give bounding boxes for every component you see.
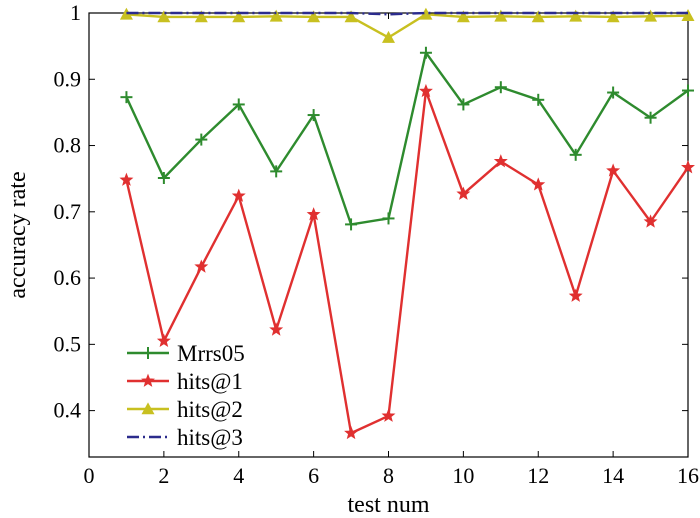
data-point bbox=[607, 86, 620, 99]
data-point bbox=[381, 30, 396, 43]
data-point bbox=[157, 172, 170, 185]
data-point bbox=[419, 46, 432, 59]
data-point bbox=[194, 259, 209, 273]
data-point bbox=[643, 214, 658, 228]
x-tick-label: 2 bbox=[158, 463, 169, 488]
legend-entry: hits@2 bbox=[127, 397, 243, 422]
data-point bbox=[681, 160, 695, 174]
legend-entry: hits@3 bbox=[127, 425, 243, 450]
series-layer bbox=[119, 7, 695, 440]
y-tick-label: 0.7 bbox=[54, 199, 82, 224]
data-point bbox=[493, 154, 508, 168]
series-line bbox=[126, 13, 689, 39]
data-point bbox=[681, 9, 695, 21]
legend-label: hits@1 bbox=[177, 369, 243, 394]
data-point bbox=[232, 10, 246, 23]
legend-label: hits@2 bbox=[177, 397, 243, 422]
y-tick-label: 0.9 bbox=[54, 66, 82, 91]
legend-label: Mrrs05 bbox=[177, 341, 245, 366]
data-point bbox=[195, 133, 208, 146]
x-tick-label: 0 bbox=[84, 463, 95, 488]
data-point bbox=[568, 288, 583, 302]
y-axis-label: accuracy rate bbox=[5, 171, 31, 298]
data-point bbox=[644, 111, 657, 124]
data-point bbox=[120, 91, 133, 104]
data-point bbox=[156, 333, 171, 347]
series-line bbox=[125, 89, 689, 435]
legend-entry: hits@1 bbox=[127, 369, 243, 394]
data-point bbox=[531, 177, 546, 191]
x-axis-label: test num bbox=[348, 492, 430, 518]
series-0 bbox=[120, 46, 694, 231]
data-point bbox=[456, 10, 470, 23]
legend-marker bbox=[141, 373, 155, 387]
data-point bbox=[382, 212, 395, 225]
series-2 bbox=[119, 7, 695, 43]
data-point bbox=[344, 10, 358, 23]
data-point bbox=[531, 10, 545, 23]
data-point bbox=[270, 165, 283, 178]
data-point bbox=[157, 10, 171, 23]
data-point bbox=[606, 10, 620, 23]
series-line bbox=[125, 51, 689, 226]
legend-marker bbox=[142, 347, 154, 359]
data-point bbox=[194, 10, 208, 23]
x-tick-label: 16 bbox=[677, 463, 699, 488]
x-tick-label: 4 bbox=[233, 463, 244, 488]
data-point bbox=[569, 148, 582, 161]
data-point bbox=[119, 172, 134, 186]
data-point bbox=[682, 84, 694, 97]
data-point bbox=[232, 98, 245, 111]
x-tick-label: 8 bbox=[383, 463, 394, 488]
data-point bbox=[494, 81, 507, 94]
data-point bbox=[606, 163, 621, 177]
y-tick-label: 0.8 bbox=[54, 133, 82, 158]
data-point bbox=[494, 9, 508, 22]
axes: 0 2 4 6 8 10 12 14 16 0.4 0.5 0.6 0.7 0.8 0.9 1 bbox=[54, 0, 700, 488]
legend-marker bbox=[141, 402, 155, 415]
data-point bbox=[344, 425, 359, 440]
data-point bbox=[306, 207, 321, 221]
data-point bbox=[307, 10, 321, 23]
data-point bbox=[269, 9, 283, 22]
legend: Mrrs05 hits@1 hits@2 hits@3 bbox=[127, 341, 245, 450]
y-tick-label: 0.4 bbox=[54, 398, 82, 423]
data-point bbox=[418, 83, 433, 98]
x-tick-label: 6 bbox=[308, 463, 319, 488]
y-tick-label: 0.5 bbox=[54, 331, 82, 356]
x-tick-label: 10 bbox=[452, 463, 474, 488]
data-point bbox=[307, 109, 320, 122]
data-point bbox=[231, 188, 246, 202]
series-line bbox=[126, 11, 688, 16]
data-point bbox=[269, 322, 284, 336]
series-1 bbox=[119, 83, 695, 440]
y-tick-label: 0.6 bbox=[54, 265, 82, 290]
data-point bbox=[532, 93, 545, 106]
data-point bbox=[569, 9, 583, 22]
y-tick-label: 1 bbox=[70, 0, 81, 25]
legend-entry: Mrrs05 bbox=[127, 341, 245, 366]
data-point bbox=[456, 186, 471, 200]
data-point bbox=[644, 9, 658, 22]
data-point bbox=[345, 218, 358, 231]
x-tick-label: 14 bbox=[602, 463, 624, 488]
legend-label: hits@3 bbox=[177, 425, 243, 450]
data-point bbox=[457, 98, 470, 111]
data-point bbox=[381, 408, 396, 422]
series-3 bbox=[126, 11, 688, 16]
x-tick-label: 12 bbox=[527, 463, 549, 488]
